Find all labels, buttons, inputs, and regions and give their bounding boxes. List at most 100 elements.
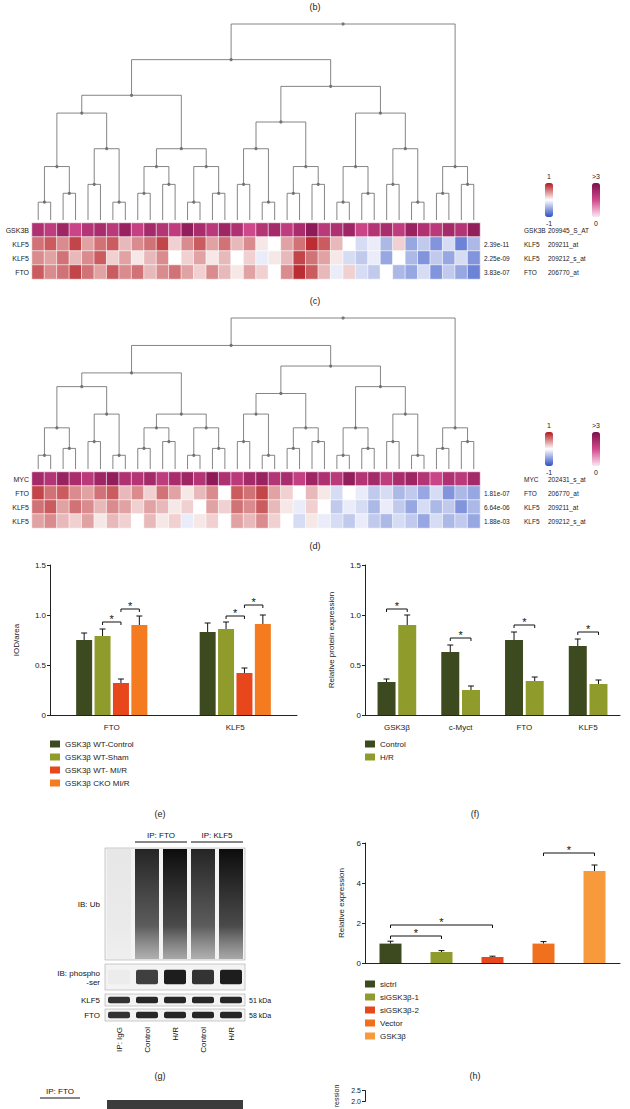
svg-text:*: * [567, 844, 572, 856]
svg-text:IP: IgG: IP: IgG [115, 1027, 124, 1052]
svg-text:2.39e-11: 2.39e-11 [484, 241, 510, 248]
svg-text:siGSK3β-1: siGSK3β-1 [380, 993, 419, 1002]
svg-text:-ser: -ser [86, 978, 100, 987]
svg-text:ression: ression [333, 1085, 340, 1108]
svg-text:*: * [395, 600, 400, 612]
svg-text:FTO: FTO [516, 723, 532, 732]
svg-text:IP: KLF5: IP: KLF5 [201, 831, 233, 840]
svg-text:0: 0 [42, 711, 47, 720]
svg-text:KLF5: KLF5 [12, 518, 29, 525]
svg-text:0.5: 0.5 [350, 661, 362, 670]
svg-text:209211_at: 209211_at [548, 504, 578, 512]
svg-text:*: * [252, 596, 257, 608]
svg-text:206770_at: 206770_at [548, 269, 579, 277]
svg-text:KLF5: KLF5 [579, 723, 599, 732]
svg-text:58 kDa: 58 kDa [249, 1012, 271, 1019]
svg-text:KLF5: KLF5 [12, 255, 29, 262]
svg-text:c-Myct: c-Myct [449, 723, 473, 732]
svg-text:2: 2 [357, 919, 362, 928]
svg-text:*: * [414, 927, 419, 939]
svg-text:H/R: H/R [171, 1027, 180, 1041]
svg-text:Control: Control [199, 1027, 208, 1053]
svg-text:Control: Control [143, 1027, 152, 1053]
svg-text:*: * [586, 623, 591, 635]
svg-text:FTO: FTO [15, 490, 29, 497]
svg-text:KLF5: KLF5 [12, 241, 29, 248]
svg-text:-1: -1 [546, 469, 552, 476]
svg-text:1.88e-03: 1.88e-03 [484, 518, 510, 525]
svg-text:Relative protein expression: Relative protein expression [327, 592, 336, 689]
svg-text:202431_s_at: 202431_s_at [548, 476, 586, 484]
svg-text:0.5: 0.5 [35, 661, 47, 670]
svg-text:IP: FTO: IP: FTO [46, 1087, 74, 1096]
svg-text:FTO: FTO [524, 490, 537, 497]
svg-text:209212_s_at: 209212_s_at [548, 518, 586, 526]
svg-text:FTO: FTO [15, 269, 29, 276]
svg-text:siGSK3β-2: siGSK3β-2 [380, 1006, 419, 1015]
html-text:(b): (b) [309, 2, 321, 12]
svg-text:*: * [110, 613, 115, 625]
svg-text:GSK3β CKO MI/R: GSK3β CKO MI/R [65, 779, 130, 788]
svg-text:Control: Control [380, 740, 406, 749]
svg-text:GSK3B: GSK3B [6, 227, 30, 234]
svg-text:*: * [522, 616, 527, 628]
svg-text:>3: >3 [592, 422, 600, 429]
svg-text:IB: Ub: IB: Ub [78, 900, 101, 909]
svg-text:1.5: 1.5 [350, 561, 362, 570]
svg-text:IB: phospho: IB: phospho [57, 969, 100, 978]
svg-text:2.5: 2.5 [351, 1087, 361, 1094]
svg-text:FTO: FTO [84, 1011, 100, 1020]
svg-text:6: 6 [357, 839, 362, 848]
svg-text:KLF5: KLF5 [524, 504, 540, 511]
svg-text:GSK3β WT- MI/R: GSK3β WT- MI/R [65, 766, 127, 775]
svg-text:GSK3β: GSK3β [384, 723, 410, 732]
svg-text:Vector: Vector [380, 1019, 403, 1028]
svg-text:FTO: FTO [104, 723, 120, 732]
svg-text:KLF5: KLF5 [81, 996, 101, 1005]
svg-text:MYC: MYC [13, 476, 29, 483]
svg-text:*: * [128, 600, 133, 612]
svg-text:Relative expression: Relative expression [337, 868, 346, 938]
svg-text:GSK3β WT-Sham: GSK3β WT-Sham [65, 753, 129, 762]
svg-text:FTO: FTO [524, 269, 537, 276]
svg-text:*: * [233, 607, 238, 619]
svg-text:KLF5: KLF5 [524, 518, 540, 525]
svg-text:0: 0 [594, 469, 598, 476]
svg-text:MYC: MYC [524, 476, 539, 483]
svg-text:209945_S_AT: 209945_S_AT [548, 227, 589, 235]
svg-text:1.0: 1.0 [350, 611, 362, 620]
svg-text:KLF5: KLF5 [226, 723, 246, 732]
svg-text:1.0: 1.0 [35, 611, 47, 620]
svg-text:1.81e-07: 1.81e-07 [484, 490, 510, 497]
svg-text:>3: >3 [592, 173, 600, 180]
svg-text:2.25e-09: 2.25e-09 [484, 255, 510, 262]
svg-text:*: * [458, 629, 463, 641]
svg-text:0: 0 [357, 959, 362, 968]
svg-text:3.83e-07: 3.83e-07 [484, 269, 510, 276]
svg-text:51 kDa: 51 kDa [249, 997, 271, 1004]
svg-text:206770_at: 206770_at [548, 490, 579, 498]
svg-text:H/R: H/R [227, 1027, 236, 1041]
svg-text:1.5: 1.5 [35, 561, 47, 570]
svg-text:GSK3β: GSK3β [380, 1032, 406, 1041]
svg-text:GSK3β WT-Control: GSK3β WT-Control [65, 740, 134, 749]
svg-text:209211_at: 209211_at [548, 241, 578, 249]
svg-text:sictrl: sictrl [380, 980, 397, 989]
svg-text:-1: -1 [546, 220, 552, 227]
svg-text:2.0: 2.0 [351, 1098, 361, 1105]
svg-text:4: 4 [357, 879, 362, 888]
svg-text:IP: FTO: IP: FTO [147, 831, 175, 840]
svg-text:H/R: H/R [380, 753, 394, 762]
svg-text:IOD/area: IOD/area [12, 623, 21, 656]
svg-text:1: 1 [547, 173, 551, 180]
svg-text:GSK3B: GSK3B [524, 227, 546, 234]
svg-text:KLF5: KLF5 [12, 504, 29, 511]
svg-text:0: 0 [357, 711, 362, 720]
svg-text:209212_s_at: 209212_s_at [548, 255, 586, 263]
svg-text:1: 1 [547, 422, 551, 429]
svg-text:KLF5: KLF5 [524, 255, 540, 262]
svg-text:6.64e-06: 6.64e-06 [484, 504, 510, 511]
svg-text:*: * [439, 916, 444, 928]
svg-text:KLF5: KLF5 [524, 241, 540, 248]
svg-text:0: 0 [594, 220, 598, 227]
